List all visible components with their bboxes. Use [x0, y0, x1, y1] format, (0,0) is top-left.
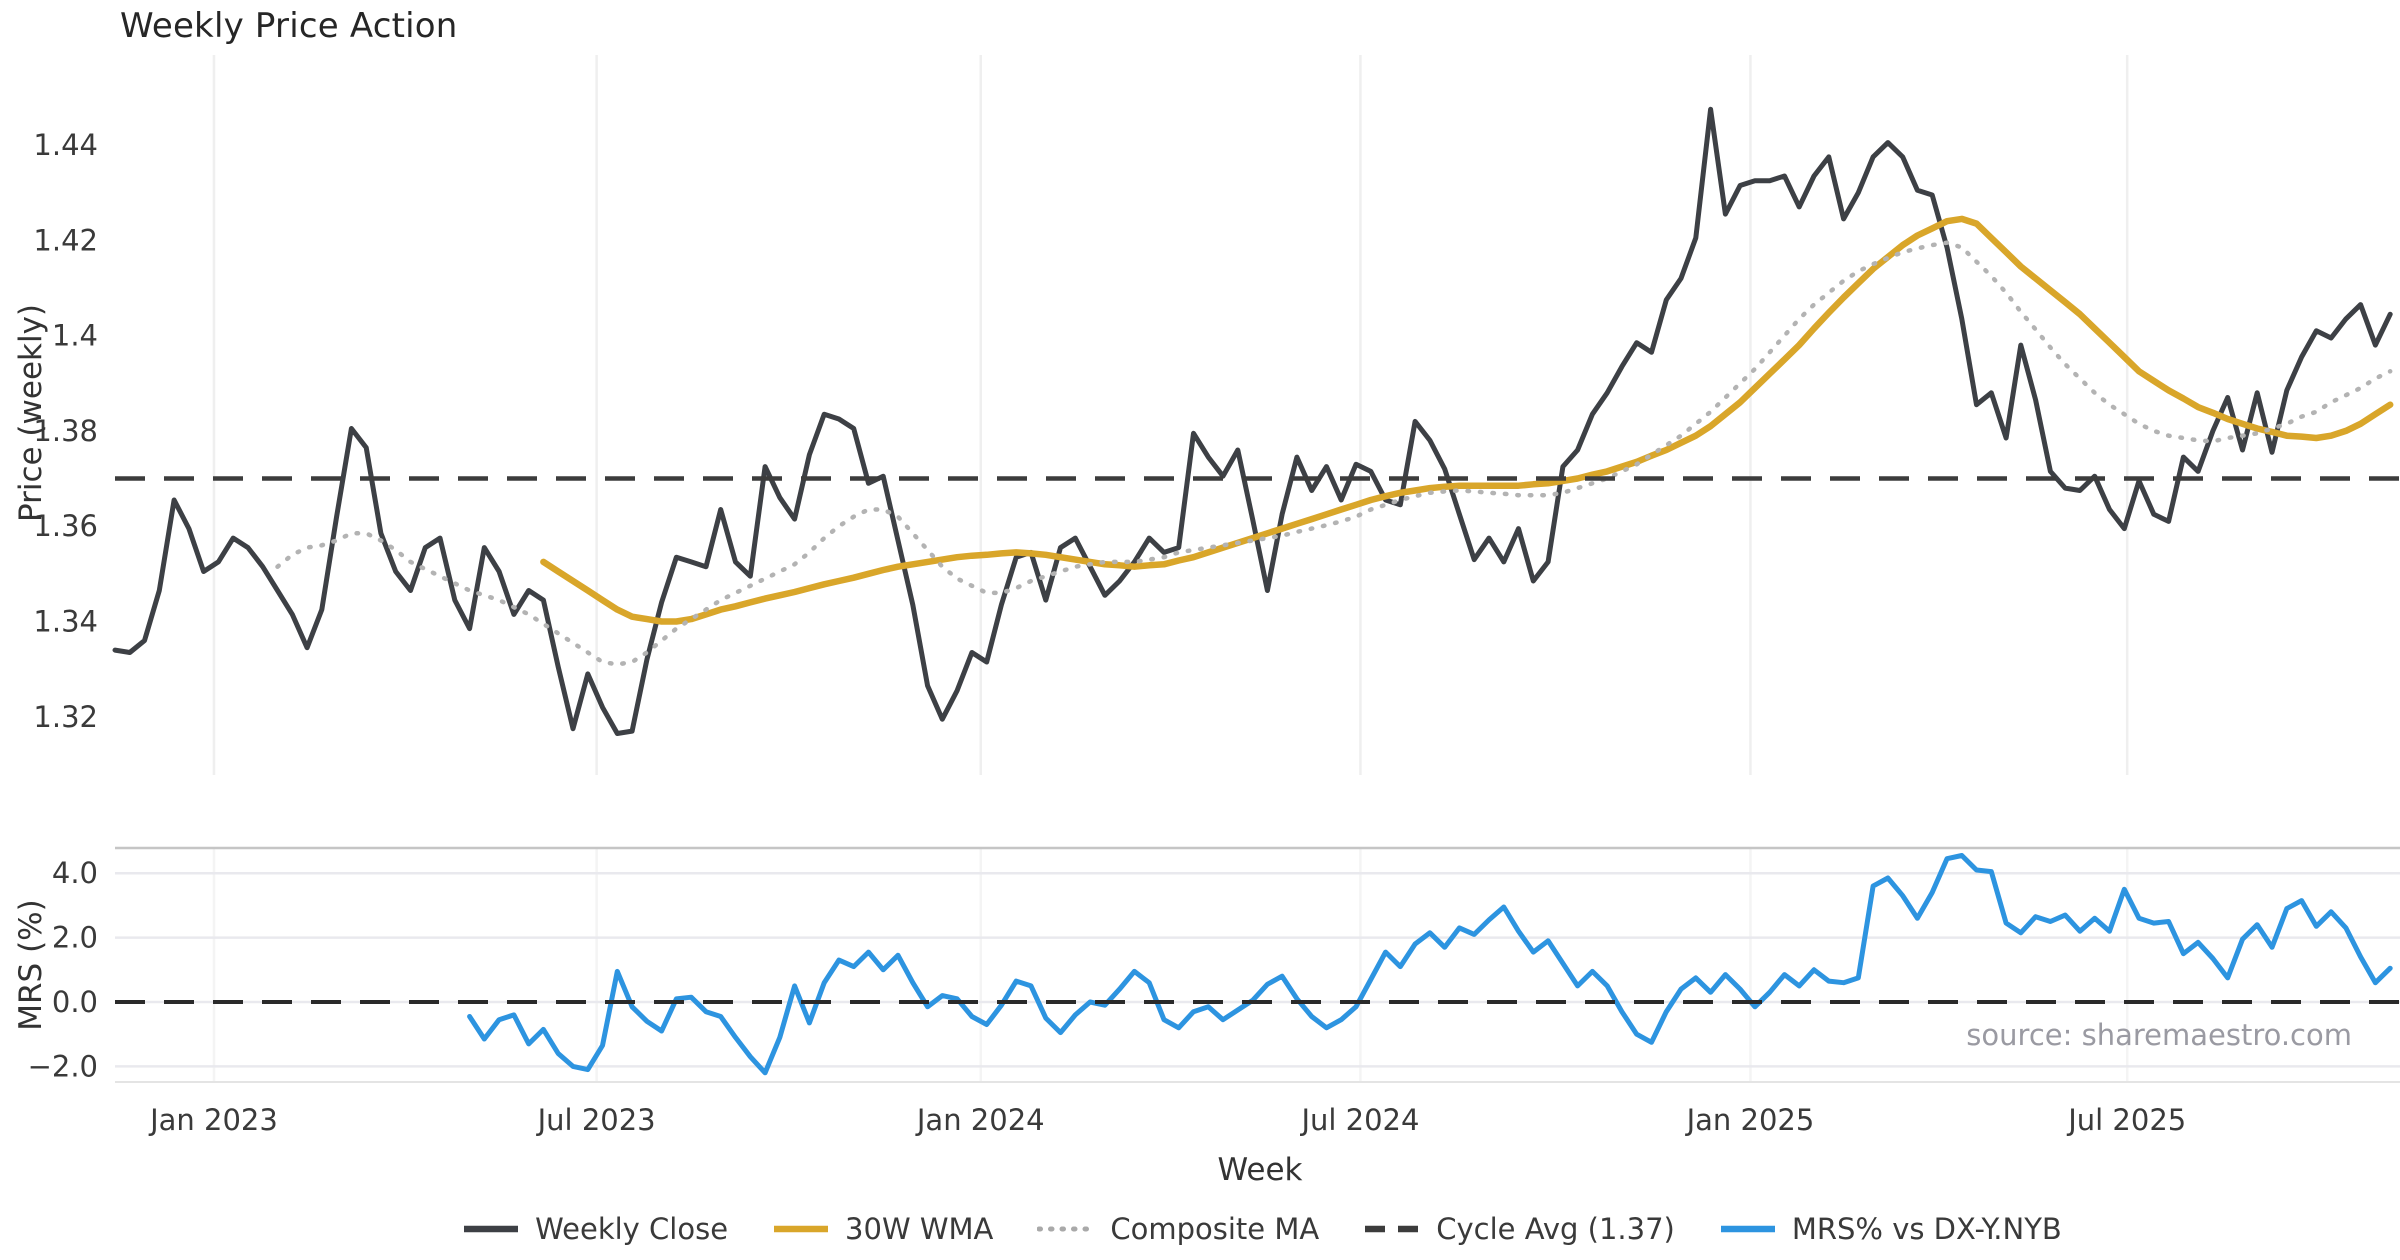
x-tick-label: Jul 2025: [2066, 1103, 2186, 1137]
chart-legend: Weekly Close 30W WMA Composite MA Cycle Avg…: [62, 1212, 2400, 1246]
x-tick-label: Jan 2025: [1685, 1103, 1815, 1137]
week-axis-label: Week: [1217, 1152, 1303, 1188]
mrs-vs-dx-y-nyb-line: [467, 853, 2393, 1076]
legend-item-weekly-close: Weekly Close: [462, 1212, 728, 1246]
y-tick-label: 1.42: [33, 223, 98, 257]
price-axis-label: Price (weekly): [13, 303, 49, 523]
legend-swatch-solid: [774, 1225, 829, 1233]
legend-item-30w-wma: 30W WMA: [772, 1212, 993, 1246]
30w-wma-line: [540, 215, 2394, 625]
legend-swatch-solid: [1720, 1225, 1775, 1233]
legend-swatch-dashed: [1365, 1225, 1420, 1233]
y-tick-label: −2.0: [28, 1049, 98, 1083]
legend-label: 30W WMA: [845, 1212, 994, 1246]
x-tick-label: Jan 2024: [915, 1103, 1045, 1137]
mrs-axis-label: MRS (%): [13, 899, 49, 1031]
legend-swatch-solid: [464, 1225, 519, 1233]
legend-item-mrs-vs-dx-y-nyb: MRS% vs DX-Y.NYB: [1719, 1212, 2062, 1246]
y-tick-label: 0.0: [52, 985, 98, 1019]
legend-label: Cycle Avg (1.37): [1436, 1212, 1675, 1246]
legend-swatch-dotted: [1037, 1226, 1096, 1232]
y-tick-label: 1.38: [33, 414, 98, 448]
mrs-panel: 4.0 2.0 0.0 −2.0 Jan 2023 Jul 2023 Jan 2024 Jul…: [28, 846, 2400, 1137]
price-panel: 1.44 1.42 1.4 1.38 1.36 1.34 1.32: [33, 55, 2400, 775]
y-tick-label: 1.44: [33, 128, 98, 162]
y-tick-label: 2.0: [52, 921, 98, 955]
composite-ma-line: [275, 240, 2393, 667]
chart-title: Weekly Price Action: [120, 6, 458, 46]
y-tick-label: 1.34: [33, 605, 98, 639]
source-credit: source: sharemaestro.com: [1966, 1018, 2352, 1052]
legend-item-cycle-avg-1-37: Cycle Avg (1.37): [1363, 1212, 1675, 1246]
legend-label: Weekly Close: [535, 1212, 729, 1246]
y-tick-label: 1.4: [52, 319, 98, 353]
legend-label: Composite MA: [1110, 1212, 1320, 1246]
y-tick-label: 4.0: [52, 856, 98, 890]
x-tick-label: Jul 2023: [536, 1103, 656, 1137]
legend-item-composite-ma: Composite MA: [1037, 1212, 1319, 1246]
x-tick-label: Jan 2023: [148, 1103, 278, 1137]
weekly-close-line: [112, 106, 2393, 736]
y-tick-label: 1.32: [33, 700, 98, 734]
x-tick-label: Jul 2024: [1299, 1103, 1419, 1137]
legend-label: MRS% vs DX-Y.NYB: [1791, 1212, 2062, 1246]
y-tick-label: 1.36: [33, 509, 98, 543]
